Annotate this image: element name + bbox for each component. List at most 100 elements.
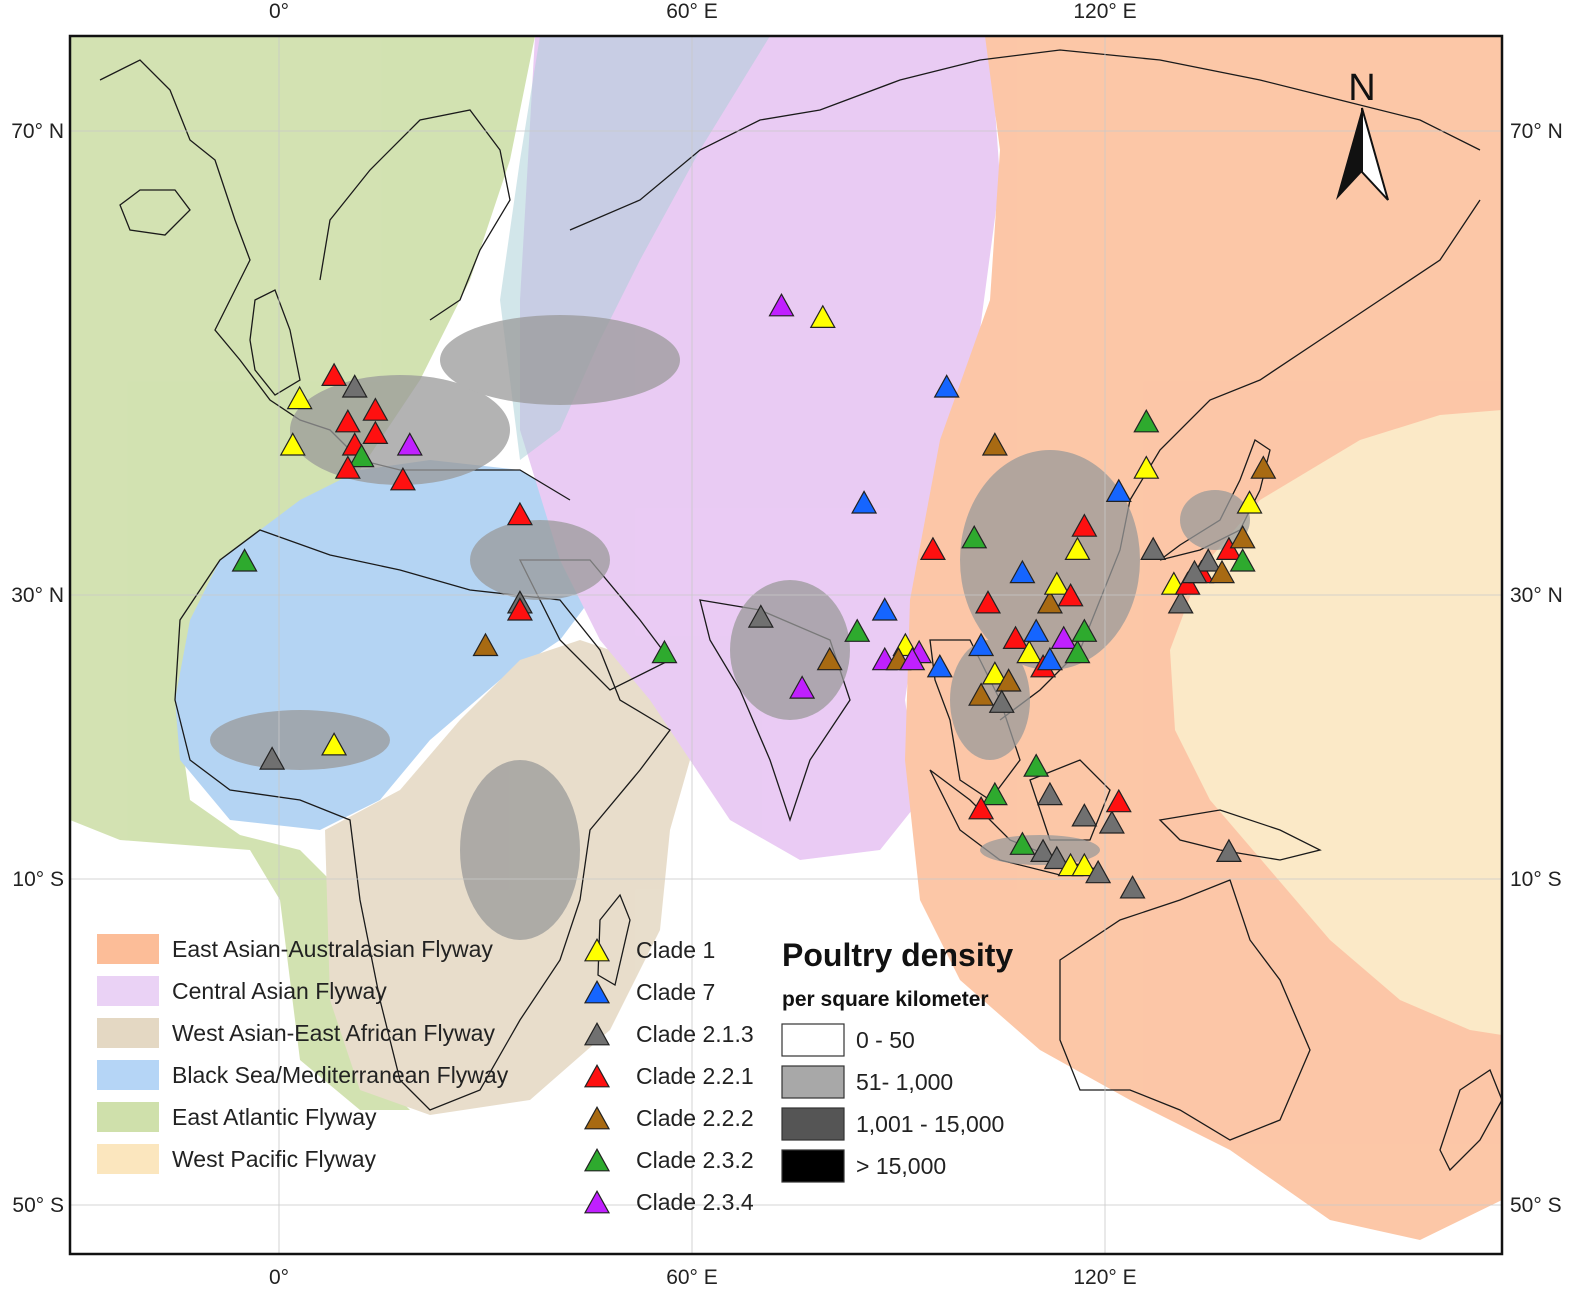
poultry-legend-label: > 15,000 [856, 1153, 946, 1179]
outbreak-marker-clade-2-3-4 [789, 675, 816, 699]
outbreak-marker-clade-2-2-1 [362, 397, 389, 421]
outbreak-marker-clade-2-1-3 [988, 689, 1015, 713]
outbreak-marker-clade-2-2-2 [968, 682, 995, 706]
outbreak-marker-clade-1 [1236, 490, 1263, 514]
outbreak-marker-clade-2-3-2 [1009, 831, 1036, 855]
lon-label-0-top: 0° [269, 0, 289, 23]
flyway-legend-label: Central Asian Flyway [172, 978, 387, 1004]
outbreak-marker-clade-2-3-2 [981, 781, 1008, 806]
borneo-outline [1029, 759, 1111, 841]
outbreak-marker-clade-2-3-2 [961, 524, 988, 549]
madagascar-outline [597, 893, 631, 987]
outbreak-marker-clade-2-2-2 [981, 432, 1008, 456]
outbreak-marker-clade-2-2-1 [321, 362, 348, 386]
outbreak-marker-clade-7 [1036, 646, 1063, 671]
outbreak-marker-clade-1 [1071, 852, 1098, 877]
clade-legend-marker [583, 979, 611, 1004]
outbreak-marker-clade-2-1-3 [1215, 838, 1242, 862]
poultry-legend-swatch [781, 1023, 845, 1057]
lat-label-10s-left: 10° S [12, 868, 64, 891]
outbreak-marker-clade-2-1-3 [1167, 590, 1194, 614]
outbreak-marker-clade-1 [279, 432, 306, 456]
outbreak-marker-clade-2-3-4 [899, 646, 926, 671]
clade-legend-label: Clade 2.3.2 [636, 1147, 754, 1173]
poultry-patch-japan [1180, 490, 1250, 550]
outbreak-marker-clade-2-2-1 [1057, 582, 1084, 607]
outbreak-marker-clade-1 [809, 304, 836, 328]
outbreak-marker-clade-7 [968, 632, 995, 657]
outbreak-marker-clade-2-1-3 [1071, 803, 1098, 827]
clade-legend-marker [583, 1105, 611, 1130]
outbreak-marker-clade-2-1-3 [747, 604, 774, 628]
outbreak-marker-clade-2-2-1 [1215, 536, 1242, 560]
poultry-legend-label: 51- 1,000 [856, 1069, 953, 1095]
lat-label-50s-left: 50° S [12, 1194, 64, 1217]
outbreak-marker-clade-2-3-2 [231, 548, 258, 572]
outbreak-marker-clade-2-2-1 [334, 455, 361, 479]
outbreak-marker-clade-2-2-1 [506, 597, 533, 621]
clade-legend-marker [583, 1189, 611, 1214]
outbreak-marker-clade-2-2-1 [1002, 625, 1029, 649]
map-frame [68, 34, 1504, 1256]
flyway-legend-label: West Pacific Flyway [172, 1146, 377, 1172]
clade-legend-label: Clade 7 [636, 979, 715, 1005]
clade-legend: Clade 1 Clade 7 Clade 2.1.3 Clade 2.2.1 Clad… [583, 937, 754, 1215]
poultry-patch-india [730, 580, 850, 720]
outbreak-marker-clade-2-2-1 [362, 420, 389, 444]
lat-label-70n-left: 70° N [11, 120, 64, 143]
clade-legend-marker [583, 1147, 611, 1172]
flyway-legend-label: West Asian-East African Flyway [172, 1020, 495, 1046]
graticule [70, 36, 1502, 1254]
clade-legend-label: Clade 2.2.1 [636, 1063, 754, 1089]
iceland-outline [119, 189, 191, 236]
outbreak-marker-clade-7 [926, 653, 953, 678]
outbreak-marker-clade-2-1-3 [1036, 781, 1063, 806]
outbreak-marker-clade-2-2-1 [1105, 788, 1132, 813]
lat-label-30n-left: 30° N [11, 584, 64, 607]
asia-north-outline [569, 49, 1481, 231]
lon-label-0-bottom: 0° [269, 1266, 289, 1289]
outbreak-marker-clade-2-1-3 [1119, 875, 1146, 899]
outbreak-marker-clade-2-3-2 [1229, 548, 1256, 572]
africa-outline [174, 529, 671, 1111]
outbreak-marker-clade-1 [1043, 571, 1070, 595]
outbreak-marker-clade-7 [871, 597, 898, 621]
north-arrow-left-half [1336, 108, 1362, 200]
lat-label-30n-right: 30° N [1510, 584, 1563, 607]
poultry-patch-china [960, 450, 1140, 670]
north-arrow-label: N [1348, 67, 1375, 109]
outbreak-marker-clade-2-2-1 [1174, 571, 1201, 595]
flyway-legend-label: Black Sea/Mediterranean Flyway [172, 1062, 509, 1088]
lat-label-70n-right: 70° N [1510, 120, 1563, 143]
lon-label-120e-top: 120° E [1073, 0, 1136, 23]
poultry-patch-russia [440, 315, 680, 405]
poultry-patch-europe [290, 375, 510, 485]
flyway-legend-swatch [97, 1060, 159, 1090]
outbreak-marker-clade-2-1-3 [1195, 548, 1222, 572]
outbreak-marker-clade-2-2-2 [816, 646, 843, 671]
outbreak-marker-clade-2-3-2 [1133, 408, 1160, 433]
flyway-legend-swatch [97, 1018, 159, 1048]
outbreak-marker-clade-7 [933, 374, 960, 398]
outbreak-marker-clade-2-2-1 [919, 536, 946, 560]
outbreak-marker-clade-1 [981, 661, 1008, 685]
outbreak-marker-clade-2-3-2 [1071, 618, 1098, 642]
clade-legend-label: Clade 1 [636, 937, 715, 963]
outbreak-marker-clade-2-2-1 [968, 795, 995, 820]
central-asian-flyway-region [520, 36, 1000, 860]
outbreak-marker-clade-2-2-1 [334, 408, 361, 433]
outbreak-marker-clade-2-3-4 [396, 432, 423, 456]
outbreak-marker-clade-2-1-3 [341, 374, 368, 398]
outbreak-marker-clade-2-2-2 [472, 632, 499, 657]
new-guinea-outline [1158, 809, 1322, 861]
outbreak-marker-clade-2-1-3 [1085, 859, 1112, 884]
poultry-legend-label: 1,001 - 15,000 [856, 1111, 1004, 1137]
poultry-legend-swatch [781, 1149, 845, 1183]
flyway-legend: East Asian-Australasian Flyway Central As… [97, 934, 509, 1174]
flyway-legend-swatch [97, 934, 159, 964]
poultry-legend-label: 0 - 50 [856, 1027, 915, 1053]
britain-outline [249, 289, 301, 396]
outbreak-marker-clade-1 [1064, 536, 1091, 560]
poultry-legend-subtitle: per square kilometer [782, 988, 989, 1011]
outbreak-marker-clade-2-3-2 [651, 639, 678, 664]
